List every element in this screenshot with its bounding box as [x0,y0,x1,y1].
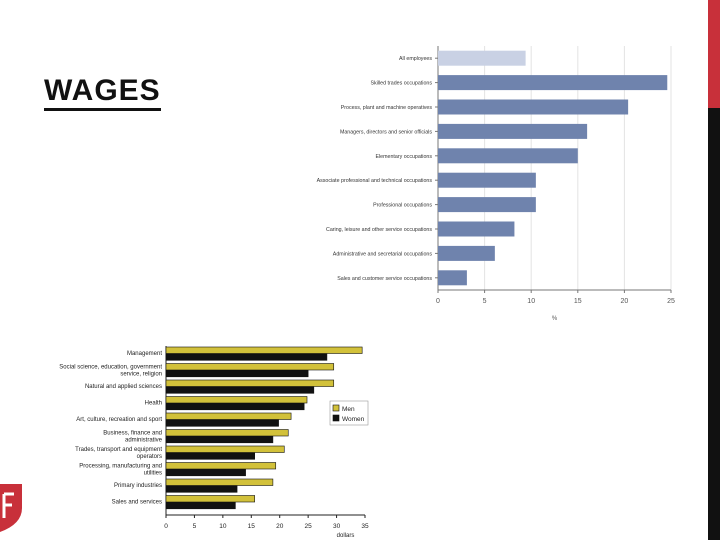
slide-side-bar-accent [708,0,720,108]
x-axis-label: dollars [337,533,355,539]
bar [438,172,536,188]
university-logo-icon [0,484,22,532]
x-tick-label: 0 [164,523,168,530]
category-label: Management [127,351,162,357]
bar-men [165,495,255,503]
bar-men [165,346,363,354]
occupation-wage-chart: 0 5 10 15 20 25 All employees Skilled trades oc… [317,46,675,320]
x-tick-label: 35 [361,523,369,530]
bar-men [165,478,274,486]
slide-side-bar [708,0,720,540]
bar-men [165,429,289,437]
category-label: Managers, directors and senior officials [340,129,432,135]
category-label: Professional occupations [373,203,432,209]
bar-men [165,396,308,404]
category-label: Natural and applied sciences [85,384,162,390]
x-tick-label: 20 [276,523,284,530]
category-label: Primary industries [114,483,162,489]
category-label: Business, finance and [103,431,162,437]
bar-women [165,369,309,378]
category-label: administrative [125,438,163,444]
x-axis-label: % [552,316,558,320]
x-tick-label: 30 [333,523,341,530]
x-tick-label: 5 [193,523,197,530]
bar-women [165,452,255,460]
bar-women [165,353,328,361]
category-label: Processing, manufacturing and [79,464,162,470]
bar-women [165,386,315,394]
bar [438,270,467,286]
bar [438,245,495,261]
bar [438,99,629,115]
legend-swatch [332,404,340,412]
bar-men [165,379,335,387]
category-label: Process, plant and machine operatives [341,105,433,111]
bar [438,75,668,91]
legend-swatch [332,414,340,422]
bar-men [165,412,292,420]
slide-title: WAGES [44,74,161,111]
bar-women [165,419,279,427]
x-tick-label: 10 [219,523,227,530]
bar [438,50,526,66]
bar [438,123,588,139]
bar-men [165,462,277,470]
bar [438,197,536,213]
bar-women [165,485,238,493]
x-tick-label: 20 [621,298,629,305]
legend-label: Women [342,416,365,423]
category-label: Health [145,401,162,407]
category-label: Skilled trades occupations [370,81,432,87]
bar-women [165,469,246,477]
bar-women [165,436,274,444]
category-label: Administrative and secretarial occupatio… [333,251,433,257]
bar-men [165,445,285,453]
bar-women [165,402,305,411]
legend-label: Men [342,406,355,413]
category-label: service, religion [120,372,162,378]
x-tick-label: 5 [483,298,487,305]
category-label: All employees [399,56,432,62]
x-tick-label: 15 [248,523,256,530]
x-tick-label: 0 [436,298,440,305]
category-label: Sales and customer service occupations [337,276,432,282]
bar [438,148,578,164]
x-tick-label: 25 [667,298,675,305]
men-women-wage-chart: 0 5 10 15 20 25 30 35 Management Social science, … [59,346,369,539]
category-label: Caring, leisure and other service occupa… [326,227,432,233]
x-tick-label: 15 [574,298,582,305]
bar [438,221,515,237]
x-tick-label: 25 [305,523,313,530]
category-label: utilities [144,471,162,477]
bar-men [165,363,335,371]
x-tick-label: 10 [527,298,535,305]
category-label: Art, culture, recreation and sport [76,417,162,423]
bar-women [165,502,236,510]
category-label: Associate professional and technical occ… [317,178,433,184]
category-label: Social science, education, government [59,365,162,371]
category-label: Trades, transport and equipment [75,447,162,453]
category-label: Elementary occupations [375,154,432,160]
category-label: operators [137,454,162,460]
category-label: Sales and services [112,500,162,506]
